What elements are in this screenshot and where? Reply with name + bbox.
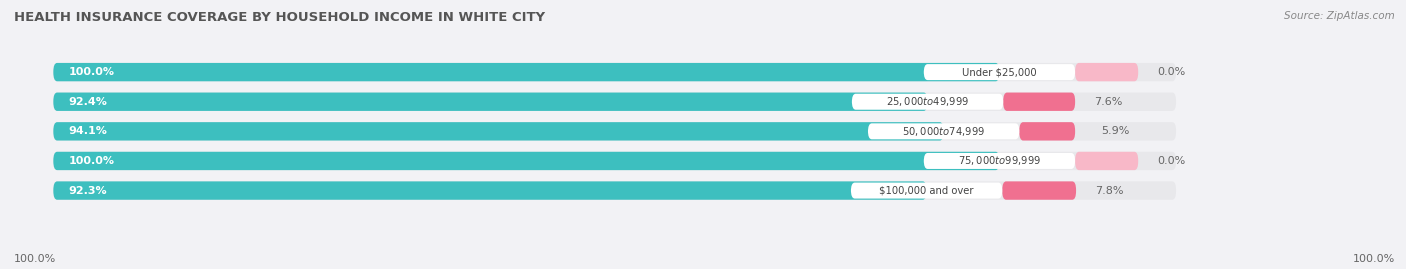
Text: 7.8%: 7.8%: [1095, 186, 1123, 196]
Text: $75,000 to $99,999: $75,000 to $99,999: [957, 154, 1040, 168]
Text: HEALTH INSURANCE COVERAGE BY HOUSEHOLD INCOME IN WHITE CITY: HEALTH INSURANCE COVERAGE BY HOUSEHOLD I…: [14, 11, 546, 24]
FancyBboxPatch shape: [53, 152, 1000, 170]
Text: Source: ZipAtlas.com: Source: ZipAtlas.com: [1284, 11, 1395, 21]
FancyBboxPatch shape: [53, 93, 1175, 111]
FancyBboxPatch shape: [53, 93, 928, 111]
FancyBboxPatch shape: [53, 181, 1175, 200]
FancyBboxPatch shape: [53, 122, 1175, 140]
FancyBboxPatch shape: [53, 63, 1000, 81]
Text: 0.0%: 0.0%: [1157, 67, 1185, 77]
FancyBboxPatch shape: [53, 181, 927, 200]
FancyBboxPatch shape: [1076, 63, 1139, 81]
FancyBboxPatch shape: [924, 153, 1076, 169]
FancyBboxPatch shape: [53, 122, 943, 140]
Text: 5.9%: 5.9%: [1101, 126, 1129, 136]
FancyBboxPatch shape: [868, 123, 1019, 139]
Text: 100.0%: 100.0%: [14, 254, 56, 264]
Text: $50,000 to $74,999: $50,000 to $74,999: [903, 125, 986, 138]
FancyBboxPatch shape: [53, 152, 1175, 170]
Text: Under $25,000: Under $25,000: [962, 67, 1036, 77]
FancyBboxPatch shape: [1002, 181, 1076, 200]
Text: 92.3%: 92.3%: [69, 186, 107, 196]
FancyBboxPatch shape: [1019, 122, 1076, 140]
Text: 100.0%: 100.0%: [1353, 254, 1395, 264]
Text: 94.1%: 94.1%: [69, 126, 107, 136]
FancyBboxPatch shape: [53, 63, 1175, 81]
Text: $100,000 and over: $100,000 and over: [879, 186, 974, 196]
Text: 100.0%: 100.0%: [69, 67, 114, 77]
FancyBboxPatch shape: [1004, 93, 1076, 111]
Text: $25,000 to $49,999: $25,000 to $49,999: [886, 95, 969, 108]
FancyBboxPatch shape: [852, 94, 1004, 110]
FancyBboxPatch shape: [851, 183, 1002, 199]
FancyBboxPatch shape: [924, 64, 1076, 80]
Text: 92.4%: 92.4%: [69, 97, 107, 107]
Text: 7.6%: 7.6%: [1094, 97, 1122, 107]
FancyBboxPatch shape: [1076, 152, 1139, 170]
Text: 0.0%: 0.0%: [1157, 156, 1185, 166]
Text: 100.0%: 100.0%: [69, 156, 114, 166]
